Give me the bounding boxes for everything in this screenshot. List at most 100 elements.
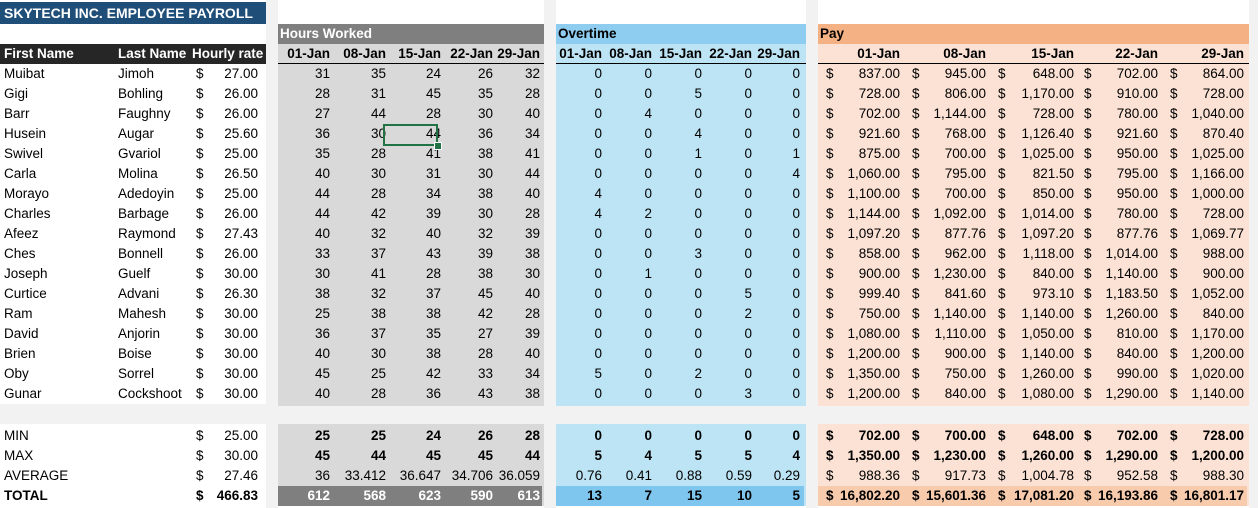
overtime-cell[interactable]: 0 [744, 226, 752, 241]
overtime-cell[interactable]: 0 [594, 386, 602, 401]
overtime-summary-cell[interactable]: 5 [694, 448, 702, 463]
pay-cell[interactable]: 1,350.00 [847, 366, 900, 381]
hours-cell[interactable]: 40 [524, 346, 540, 361]
hours-cell[interactable]: 33 [477, 366, 493, 381]
hours-cell[interactable]: 30 [477, 166, 493, 181]
overtime-cell[interactable]: 0 [792, 106, 800, 121]
overtime-cell[interactable]: 0 [694, 326, 702, 341]
pay-cell[interactable]: 728.00 [858, 86, 900, 101]
hours-cell[interactable]: 24 [425, 66, 441, 81]
overtime-cell[interactable]: 0 [644, 226, 652, 241]
pay-cell[interactable]: 702.00 [858, 106, 900, 121]
hours-summary-cell[interactable]: 24 [425, 428, 441, 443]
pay-cell[interactable]: 648.00 [1032, 66, 1074, 81]
last-name-cell[interactable]: Barbage [118, 206, 170, 221]
hours-summary-cell[interactable]: 612 [307, 488, 330, 503]
pay-cell[interactable]: 858.00 [858, 246, 900, 261]
hourly-rate-cell[interactable]: 27.43 [224, 226, 258, 241]
hours-cell[interactable]: 33 [314, 246, 330, 261]
pay-cell[interactable]: 806.00 [944, 86, 986, 101]
overtime-summary-cell[interactable]: 15 [686, 488, 702, 503]
hours-cell[interactable]: 36 [314, 126, 330, 141]
overtime-cell[interactable]: 0 [792, 66, 800, 81]
overtime-cell[interactable]: 0 [744, 106, 752, 121]
header-first-name[interactable]: First Name [4, 46, 74, 61]
pay-cell[interactable]: 1,140.00 [1021, 306, 1074, 321]
overtime-cell[interactable]: 0 [644, 286, 652, 301]
hours-summary-cell[interactable]: 568 [363, 488, 386, 503]
hours-date-header[interactable]: 22-Jan [450, 46, 493, 61]
overtime-summary-cell[interactable]: 5 [792, 488, 800, 503]
hours-cell[interactable]: 43 [425, 246, 441, 261]
overtime-cell[interactable]: 0 [644, 166, 652, 181]
pay-cell[interactable]: 1,110.00 [934, 326, 986, 341]
overtime-cell[interactable]: 0 [792, 286, 800, 301]
hourly-rate-cell[interactable]: 26.00 [224, 86, 258, 101]
pay-cell[interactable]: 1,200.00 [847, 386, 900, 401]
pay-summary-cell[interactable]: 15,601.36 [925, 488, 986, 503]
pay-summary-cell[interactable]: 1,230.00 [933, 448, 986, 463]
hours-summary-cell[interactable]: 45 [425, 448, 441, 463]
pay-summary-cell[interactable]: 648.00 [1032, 428, 1074, 443]
hours-cell[interactable]: 40 [524, 286, 540, 301]
overtime-summary-cell[interactable]: 0 [744, 428, 752, 443]
pay-cell[interactable]: 870.40 [1202, 126, 1244, 141]
hours-cell[interactable]: 44 [370, 106, 386, 121]
pay-cell[interactable]: 1,260.00 [1021, 366, 1074, 381]
header-hourly-rate[interactable]: Hourly rate [192, 46, 264, 61]
overtime-date-header[interactable]: 22-Jan [709, 46, 752, 61]
pay-cell[interactable]: 1,230.00 [933, 266, 986, 281]
pay-summary-cell[interactable]: 1,350.00 [847, 448, 900, 463]
first-name-cell[interactable]: Brien [4, 346, 36, 361]
overtime-cell[interactable]: 0 [594, 106, 602, 121]
hours-cell[interactable]: 28 [370, 146, 386, 161]
hours-cell[interactable]: 35 [314, 146, 330, 161]
overtime-cell[interactable]: 0 [644, 186, 652, 201]
pay-cell[interactable]: 1,060.00 [847, 166, 900, 181]
hours-cell[interactable]: 38 [477, 146, 493, 161]
hours-cell[interactable]: 45 [314, 366, 330, 381]
hours-cell[interactable]: 42 [477, 306, 493, 321]
overtime-cell[interactable]: 1 [792, 146, 800, 161]
pay-cell[interactable]: 780.00 [1116, 206, 1158, 221]
pay-cell[interactable]: 1,014.00 [1105, 246, 1158, 261]
pay-cell[interactable]: 1,200.00 [847, 346, 900, 361]
pay-cell[interactable]: 1,092.00 [933, 206, 986, 221]
pay-summary-cell[interactable]: 728.00 [1202, 428, 1244, 443]
first-name-cell[interactable]: Swivel [4, 146, 44, 161]
pay-cell[interactable]: 1,126.40 [1021, 126, 1074, 141]
pay-cell[interactable]: 1,050.00 [1021, 326, 1074, 341]
overtime-cell[interactable]: 0 [644, 146, 652, 161]
hours-summary-cell[interactable]: 34.706 [451, 468, 493, 483]
overtime-date-header[interactable]: 08-Jan [609, 46, 652, 61]
hours-cell[interactable]: 30 [370, 346, 386, 361]
pay-date-header[interactable]: 01-Jan [857, 46, 900, 61]
hours-cell[interactable]: 39 [524, 226, 540, 241]
hours-cell[interactable]: 45 [425, 86, 441, 101]
overtime-cell[interactable]: 0 [792, 226, 800, 241]
first-name-cell[interactable]: Ram [4, 306, 33, 321]
hours-cell[interactable]: 39 [524, 326, 540, 341]
pay-cell[interactable]: 1,020.00 [1191, 366, 1244, 381]
overtime-date-header[interactable]: 01-Jan [559, 46, 602, 61]
pay-cell[interactable]: 795.00 [944, 166, 986, 181]
overtime-summary-cell[interactable]: 0 [644, 428, 652, 443]
last-name-cell[interactable]: Bohling [118, 86, 164, 101]
hours-summary-cell[interactable]: 36 [314, 468, 330, 483]
pay-summary-cell[interactable]: 700.00 [944, 428, 986, 443]
overtime-cell[interactable]: 2 [744, 306, 752, 321]
hours-cell[interactable]: 28 [477, 346, 493, 361]
hourly-rate-cell[interactable]: 26.00 [224, 106, 258, 121]
overtime-summary-cell[interactable]: 0 [694, 428, 702, 443]
overtime-cell[interactable]: 0 [744, 146, 752, 161]
pay-summary-cell[interactable]: 1,290.00 [1105, 448, 1158, 463]
pay-summary-cell[interactable]: 16,802.20 [839, 488, 900, 503]
overtime-cell[interactable]: 0 [694, 386, 702, 401]
overtime-cell[interactable]: 0 [694, 186, 702, 201]
hours-cell[interactable]: 30 [370, 166, 386, 181]
first-name-cell[interactable]: Joseph [4, 266, 48, 281]
overtime-summary-cell[interactable]: 13 [586, 488, 602, 503]
last-name-cell[interactable]: Advani [118, 286, 160, 301]
first-name-cell[interactable]: Curtice [4, 286, 47, 301]
hourly-rate-cell[interactable]: 25.60 [224, 126, 258, 141]
